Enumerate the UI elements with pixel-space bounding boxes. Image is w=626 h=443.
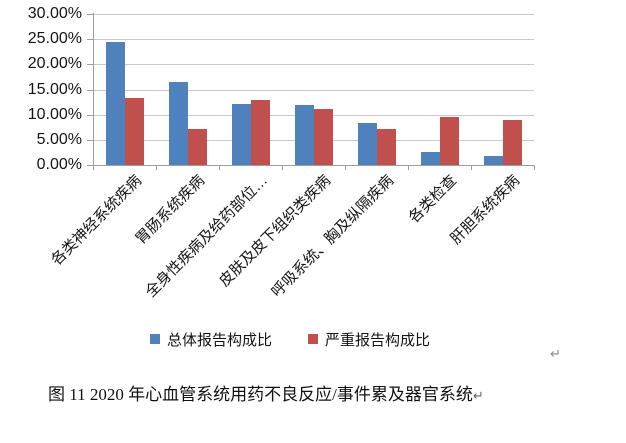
x-axis-line <box>93 165 535 166</box>
legend-swatch <box>308 334 318 344</box>
bar-total-ratio <box>420 151 440 165</box>
bar-serious-ratio <box>502 120 522 165</box>
x-axis-label: 呼吸系统、胸及纵隔疾病 <box>268 172 398 301</box>
x-axis-tick <box>156 165 157 170</box>
y-axis-label: 25.00% <box>27 30 82 48</box>
y-axis-tick <box>87 39 93 41</box>
y-axis-tick <box>87 89 93 91</box>
x-axis-tick <box>408 165 409 170</box>
bar-serious-ratio <box>124 97 144 165</box>
figure-caption: 图 11 2020 年心血管系统用药不良反应/事件累及器官系统↵ <box>48 383 484 409</box>
x-axis-tick <box>345 165 346 170</box>
legend-label: 严重报告构成比 <box>325 331 431 349</box>
y-axis-label: 5.00% <box>36 130 82 148</box>
gridline <box>93 64 534 66</box>
bar-serious-ratio <box>439 117 459 165</box>
y-axis-tick <box>87 114 93 116</box>
gridline <box>93 39 534 41</box>
x-axis-label: 皮肤及皮下组织类疾病 <box>216 172 335 291</box>
bar-total-ratio <box>105 42 125 165</box>
y-axis-label: 30.00% <box>27 5 82 22</box>
y-axis-line <box>93 13 94 166</box>
x-axis-label: 全身性疾病及给药部位… <box>142 172 272 301</box>
x-axis-label: 各类神经系统疾病 <box>48 172 146 269</box>
legend-item: 严重报告构成比 <box>308 329 430 350</box>
legend-swatch <box>149 334 160 344</box>
y-axis-tick <box>87 165 93 166</box>
y-axis-label: 15.00% <box>27 80 82 98</box>
y-axis-label: 10.00% <box>27 105 82 123</box>
y-axis-label: 20.00% <box>27 55 82 73</box>
bar-serious-ratio <box>187 129 207 165</box>
bar-serious-ratio <box>376 129 396 165</box>
gridline <box>93 14 534 15</box>
bar-serious-ratio <box>250 99 270 165</box>
y-axis-tick <box>87 139 93 141</box>
paragraph-return-mark: ↵ <box>472 389 484 404</box>
y-axis-tick <box>87 14 93 15</box>
legend-item: 总体报告构成比 <box>149 329 272 350</box>
bar-total-ratio <box>357 123 377 165</box>
x-axis-tick <box>282 165 283 170</box>
bar-total-ratio <box>483 155 503 165</box>
x-axis-tick <box>93 165 94 170</box>
paragraph-return-mark: ↵ <box>550 347 561 362</box>
chart-legend: 总体报告构成比 严重报告构成比 <box>0 329 580 349</box>
x-axis-label: 各类检查 <box>406 172 461 227</box>
bar-total-ratio <box>168 82 188 165</box>
x-axis-tick <box>534 165 535 170</box>
bar-total-ratio <box>231 104 251 165</box>
legend-label: 总体报告构成比 <box>166 331 272 349</box>
x-axis-tick <box>471 165 472 170</box>
y-axis-tick <box>87 64 93 66</box>
x-axis-tick <box>219 165 220 170</box>
gridline <box>93 89 534 91</box>
figure-caption-text: 图 11 2020 年心血管系统用药不良反应/事件累及器官系统 <box>48 385 473 404</box>
y-axis-label: 0.00% <box>36 156 82 173</box>
bar-serious-ratio <box>313 108 333 165</box>
bar-total-ratio <box>294 105 314 165</box>
